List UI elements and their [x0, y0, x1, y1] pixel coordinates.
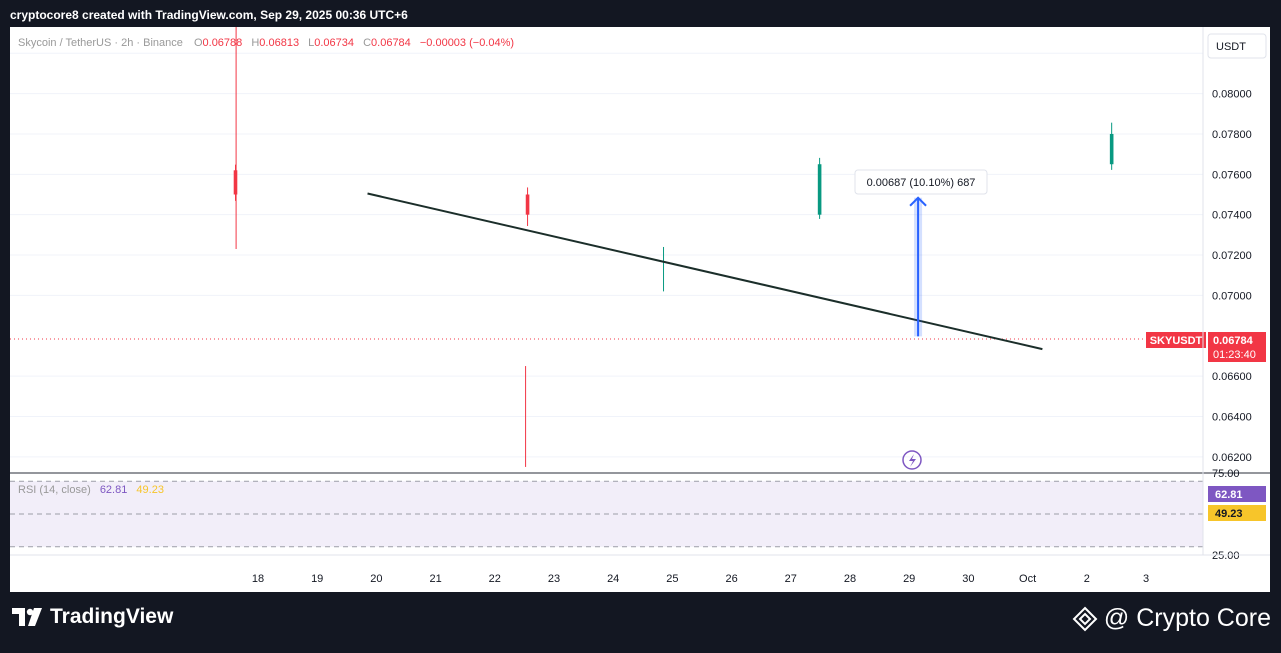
price-tick-label: 0.07200 — [1212, 250, 1252, 262]
candle-body — [1109, 133, 1114, 165]
time-tick-label: 18 — [252, 573, 264, 585]
open-value: 0.06788 — [203, 37, 243, 49]
low-label: L — [308, 37, 314, 49]
tradingview-mark-icon — [12, 608, 42, 626]
time-tick-label: 2 — [1084, 573, 1090, 585]
price-tick-label: 0.06200 — [1212, 452, 1252, 464]
price-tick-label: 0.06400 — [1212, 411, 1252, 423]
price-tick-label: 0.07400 — [1212, 210, 1252, 222]
time-tick-label: 26 — [725, 573, 737, 585]
time-tick-label: 24 — [607, 573, 619, 585]
time-tick-label: 28 — [844, 573, 856, 585]
price-tag: SKYUSDT 0.06784 01:23:40 — [1146, 332, 1266, 362]
measure-label-box: 0.00687 (10.10%) 687 — [854, 169, 988, 195]
time-tick-label: Oct — [1019, 573, 1036, 585]
price-tick-label: 0.06600 — [1212, 371, 1252, 383]
watermark-text: @ Crypto Core — [1103, 604, 1271, 632]
lightning-alert-icon[interactable] — [902, 450, 922, 470]
time-tick-label: 25 — [666, 573, 678, 585]
time-tick-label: 3 — [1143, 573, 1149, 585]
binance-diamond-icon — [1072, 606, 1098, 631]
high-value: 0.06813 — [259, 37, 299, 49]
time-tick-label: 23 — [548, 573, 560, 585]
close-label: C — [363, 37, 371, 49]
time-tick-label: 19 — [311, 573, 323, 585]
tradingview-logo[interactable]: TradingView — [12, 605, 173, 629]
time-axis[interactable]: 18 19 20 21 22 23 24 25 26 27 28 29 30 Oct 2 3 — [10, 27, 1270, 585]
time-tick-label: 27 — [785, 573, 797, 585]
time-tick-label: 29 — [903, 573, 915, 585]
time-tick-label: 22 — [489, 573, 501, 585]
header-bar: cryptocore8 created with TradingView.com… — [0, 0, 1281, 27]
rsi-tick-label: 25.00 — [1212, 550, 1240, 562]
candle-body — [817, 164, 822, 215]
ohlc-legend: Skycoin / TetherUS · 2h · Binance O0.067… — [18, 37, 514, 49]
symbol-title: Skycoin / TetherUS · 2h · Binance — [18, 37, 183, 49]
price-tag-price: 0.06784 — [1213, 335, 1254, 347]
price-tag-symbol: SKYUSDT — [1150, 335, 1203, 347]
rsi-legend: RSI (14, close) 62.81 49.23 — [18, 484, 164, 496]
rsi-tick-label: 75.00 — [1212, 468, 1240, 480]
currency-button[interactable]: USDT — [1207, 33, 1267, 59]
tradingview-brand: TradingView — [50, 605, 174, 628]
author-credit: cryptocore8 created with TradingView.com… — [10, 8, 408, 22]
rsi-levels — [10, 480, 1203, 548]
rsi-legend-title: RSI (14, close) — [18, 484, 91, 496]
price-gridlines — [10, 52, 1203, 458]
candles — [233, 27, 1114, 467]
time-tick-label: 20 — [370, 573, 382, 585]
measure-label: 0.00687 (10.10%) 687 — [867, 177, 976, 189]
open-label: O — [194, 37, 203, 49]
price-tag-countdown: 01:23:40 — [1213, 349, 1256, 361]
candle-body — [525, 194, 530, 215]
price-axis[interactable]: 0.082000.080000.078000.076000.074000.072… — [1212, 48, 1252, 464]
price-tick-label: 0.07600 — [1212, 169, 1252, 181]
time-tick-label: 21 — [429, 573, 441, 585]
high-label: H — [251, 37, 259, 49]
rsi-axis[interactable]: 75.00 25.00 — [1212, 468, 1240, 562]
measure-arrow-head — [909, 196, 927, 207]
rsi-legend-value: 62.81 — [100, 484, 128, 496]
rsi-legend-ma: 49.23 — [136, 484, 164, 496]
rsi-ma-tag: 49.23 — [1208, 505, 1266, 521]
watermark: @ Crypto Core — [1072, 604, 1271, 633]
chart-panel[interactable]: 0.00687 (10.10%) 687 Skycoin / TetherUS … — [10, 27, 1270, 592]
trend-line[interactable] — [367, 192, 1043, 351]
candle-body — [233, 170, 238, 195]
currency-label: USDT — [1216, 41, 1246, 53]
close-value: 0.06784 — [371, 37, 411, 49]
change-value: −0.00003 (−0.04%) — [420, 37, 514, 49]
rsi-ma-tag-text: 49.23 — [1215, 508, 1243, 520]
time-tick-label: 30 — [962, 573, 974, 585]
price-tick-label: 0.08000 — [1212, 89, 1252, 101]
rsi-value-tag-text: 62.81 — [1215, 489, 1243, 501]
price-tick-label: 0.07800 — [1212, 129, 1252, 141]
low-value: 0.06734 — [314, 37, 354, 49]
footer-bar: TradingView @ Crypto Core — [0, 592, 1281, 653]
price-chart[interactable]: 0.00687 (10.10%) 687 Skycoin / TetherUS … — [10, 27, 1270, 592]
rsi-value-tag: 62.81 — [1208, 486, 1266, 502]
price-tick-label: 0.07000 — [1212, 290, 1252, 302]
